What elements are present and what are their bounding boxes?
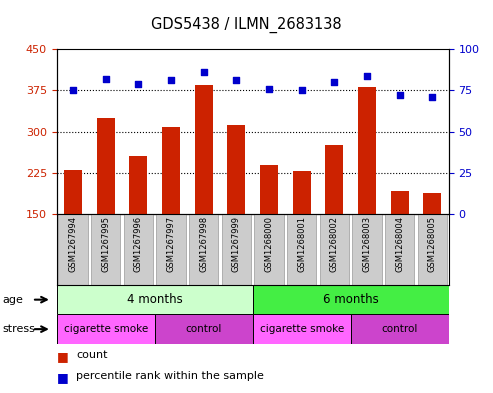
Text: percentile rank within the sample: percentile rank within the sample <box>76 371 264 381</box>
Point <box>396 92 404 99</box>
Text: 6 months: 6 months <box>323 293 379 306</box>
Point <box>167 77 175 84</box>
Text: GSM1267998: GSM1267998 <box>199 216 208 272</box>
Bar <box>325 145 343 214</box>
FancyBboxPatch shape <box>418 214 447 285</box>
Point <box>232 77 240 84</box>
FancyBboxPatch shape <box>189 214 218 285</box>
Text: ■: ■ <box>57 371 69 384</box>
Text: 4 months: 4 months <box>127 293 182 306</box>
Point <box>102 76 109 82</box>
FancyBboxPatch shape <box>57 314 155 344</box>
Text: ■: ■ <box>57 350 69 363</box>
FancyBboxPatch shape <box>385 214 414 285</box>
Text: GDS5438 / ILMN_2683138: GDS5438 / ILMN_2683138 <box>151 17 342 33</box>
FancyBboxPatch shape <box>319 214 349 285</box>
Bar <box>423 193 441 214</box>
FancyBboxPatch shape <box>58 214 88 285</box>
Text: GSM1268001: GSM1268001 <box>297 216 306 272</box>
Text: age: age <box>2 295 23 305</box>
Bar <box>293 171 311 214</box>
Bar <box>358 86 376 214</box>
Text: control: control <box>382 324 418 334</box>
Text: GSM1268000: GSM1268000 <box>264 216 274 272</box>
Point <box>135 81 142 87</box>
Text: GSM1267994: GSM1267994 <box>69 216 77 272</box>
Text: control: control <box>185 324 222 334</box>
Bar <box>97 118 115 214</box>
FancyBboxPatch shape <box>91 214 120 285</box>
Bar <box>129 156 147 214</box>
Text: GSM1268004: GSM1268004 <box>395 216 404 272</box>
Bar <box>64 170 82 214</box>
FancyBboxPatch shape <box>252 285 449 314</box>
Point <box>330 79 338 85</box>
Point <box>428 94 436 100</box>
Text: cigarette smoke: cigarette smoke <box>64 324 148 334</box>
Text: GSM1267999: GSM1267999 <box>232 216 241 272</box>
FancyBboxPatch shape <box>57 285 252 314</box>
Bar <box>260 165 278 214</box>
Text: GSM1268002: GSM1268002 <box>330 216 339 272</box>
Text: GSM1267995: GSM1267995 <box>101 216 110 272</box>
FancyBboxPatch shape <box>287 214 317 285</box>
Text: GSM1268005: GSM1268005 <box>428 216 437 272</box>
Text: GSM1268003: GSM1268003 <box>362 216 372 272</box>
Bar <box>195 85 212 214</box>
Bar <box>227 125 246 214</box>
FancyBboxPatch shape <box>252 314 351 344</box>
Point <box>363 72 371 79</box>
Text: GSM1267997: GSM1267997 <box>167 216 176 272</box>
FancyBboxPatch shape <box>124 214 153 285</box>
Text: count: count <box>76 350 108 360</box>
Text: stress: stress <box>2 324 35 334</box>
Bar <box>162 127 180 214</box>
Bar <box>390 191 409 214</box>
Point <box>265 86 273 92</box>
FancyBboxPatch shape <box>254 214 283 285</box>
Point <box>298 87 306 94</box>
FancyBboxPatch shape <box>351 314 449 344</box>
Text: GSM1267996: GSM1267996 <box>134 216 143 272</box>
FancyBboxPatch shape <box>156 214 186 285</box>
Text: cigarette smoke: cigarette smoke <box>259 324 344 334</box>
Point <box>69 87 77 94</box>
FancyBboxPatch shape <box>222 214 251 285</box>
FancyBboxPatch shape <box>155 314 252 344</box>
Point <box>200 69 208 75</box>
FancyBboxPatch shape <box>352 214 382 285</box>
